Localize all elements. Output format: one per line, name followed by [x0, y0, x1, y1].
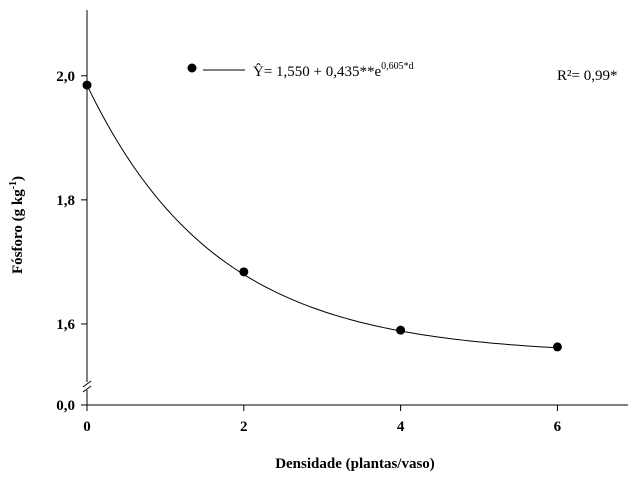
fit-curve	[86, 84, 558, 349]
y-tick-label: 1,6	[56, 317, 75, 333]
x-tick-label: 2	[240, 419, 248, 435]
y-label-end: )	[10, 176, 26, 181]
data-point	[396, 325, 406, 335]
axis-break	[82, 380, 92, 388]
data-point	[82, 80, 92, 90]
y-label-sup: -1	[8, 181, 19, 189]
y-axis-label: Fósforo (g kg-1)	[8, 176, 26, 274]
legend-marker	[187, 63, 197, 73]
x-axis-label: Densidade (plantas/vaso)	[275, 456, 435, 472]
y-tick-label: 0,0	[56, 398, 75, 414]
r-squared: R²= 0,99*	[557, 68, 617, 84]
y-label-main: Fósforo (g kg	[10, 189, 26, 274]
x-tick-label: 6	[554, 419, 562, 435]
axis-break	[82, 385, 92, 393]
data-point	[552, 342, 562, 352]
equation: Ŷ= 1,550 + 0,435**e0,605*d	[253, 61, 414, 80]
equation-main: Ŷ= 1,550 + 0,435**e	[253, 63, 382, 80]
data-point	[239, 267, 249, 277]
y-tick-label: 1,8	[56, 193, 75, 209]
y-tick-label: 2,0	[56, 69, 75, 85]
x-tick-label: 0	[83, 419, 91, 435]
x-tick-label: 4	[397, 419, 405, 435]
equation-exponent: 0,605*d	[381, 61, 414, 72]
